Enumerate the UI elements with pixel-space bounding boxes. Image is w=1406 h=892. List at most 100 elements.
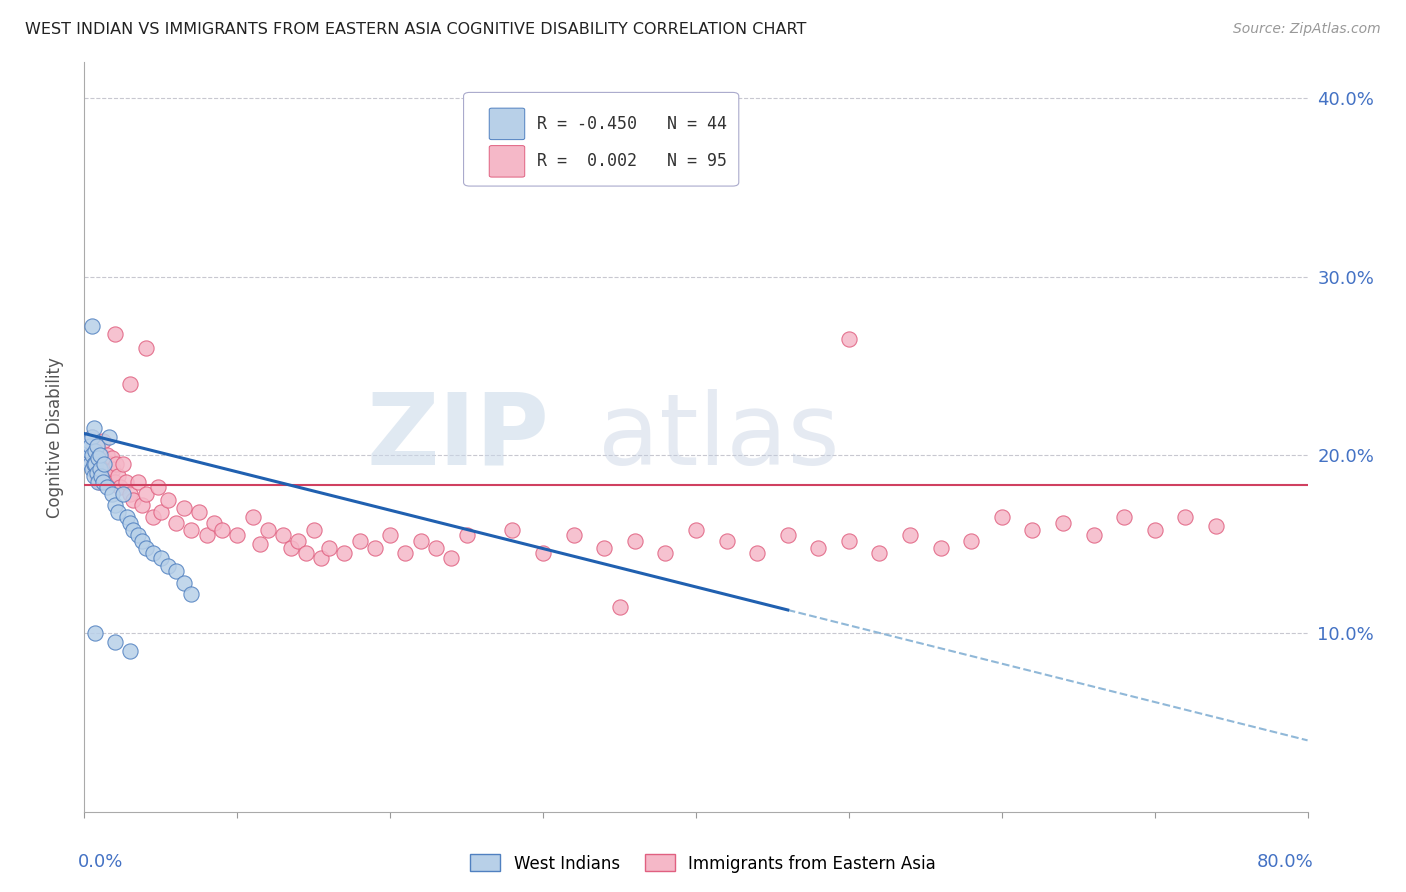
Point	[1174, 510, 1197, 524]
Point	[87, 451, 110, 466]
Point	[83, 469, 105, 483]
Point	[142, 546, 165, 560]
Point	[77, 434, 100, 448]
Point	[280, 541, 302, 555]
Point	[135, 487, 157, 501]
Point	[87, 451, 110, 466]
Point	[1083, 528, 1105, 542]
Point	[107, 469, 129, 483]
Point	[96, 448, 118, 462]
Point	[654, 546, 676, 560]
Point	[127, 528, 149, 542]
Point	[108, 480, 131, 494]
Point	[131, 498, 153, 512]
Point	[869, 546, 891, 560]
Point	[287, 533, 309, 548]
Point	[111, 487, 134, 501]
Point	[838, 533, 860, 548]
Point	[157, 492, 180, 507]
Point	[86, 439, 108, 453]
Text: Source: ZipAtlas.com: Source: ZipAtlas.com	[1233, 22, 1381, 37]
Point	[929, 541, 952, 555]
Point	[1114, 510, 1136, 524]
Point	[96, 480, 118, 494]
Point	[114, 475, 136, 489]
Point	[86, 469, 108, 483]
Point	[94, 475, 117, 489]
FancyBboxPatch shape	[464, 93, 738, 186]
Point	[103, 462, 125, 476]
Point	[425, 541, 447, 555]
Point	[101, 451, 124, 466]
Point	[960, 533, 983, 548]
Point	[80, 430, 103, 444]
Point	[104, 326, 127, 341]
Point	[226, 528, 249, 542]
Text: atlas: atlas	[598, 389, 839, 485]
Point	[380, 528, 402, 542]
Point	[249, 537, 271, 551]
Point	[747, 546, 769, 560]
Point	[1021, 523, 1043, 537]
Point	[624, 533, 647, 548]
Point	[80, 430, 103, 444]
Point	[146, 480, 169, 494]
Point	[195, 528, 218, 542]
Point	[91, 475, 114, 489]
Point	[87, 475, 110, 489]
Point	[120, 644, 142, 658]
Point	[93, 457, 115, 471]
Point	[77, 444, 100, 458]
FancyBboxPatch shape	[489, 145, 524, 178]
Point	[84, 444, 107, 458]
Point	[76, 451, 98, 466]
Y-axis label: Cognitive Disability: Cognitive Disability	[45, 357, 63, 517]
Point	[91, 466, 114, 480]
Point	[122, 523, 145, 537]
Point	[80, 319, 103, 334]
Point	[80, 462, 103, 476]
Point	[456, 528, 478, 542]
Point	[311, 551, 333, 566]
Point	[302, 523, 325, 537]
Point	[502, 523, 524, 537]
Point	[120, 376, 142, 391]
Point	[257, 523, 280, 537]
Point	[211, 523, 233, 537]
Point	[101, 475, 124, 489]
Point	[79, 439, 101, 453]
Point	[149, 505, 172, 519]
Point	[898, 528, 921, 542]
Point	[1052, 516, 1074, 530]
Point	[79, 439, 101, 453]
Point	[83, 457, 105, 471]
Point	[807, 541, 830, 555]
Point	[104, 475, 127, 489]
Point	[115, 510, 138, 524]
Point	[84, 462, 107, 476]
Point	[89, 457, 111, 471]
Point	[188, 505, 211, 519]
Point	[105, 457, 128, 471]
Point	[202, 516, 225, 530]
Point	[1205, 519, 1227, 533]
Point	[83, 421, 105, 435]
Point	[394, 546, 416, 560]
Text: 80.0%: 80.0%	[1257, 853, 1313, 871]
Point	[93, 457, 115, 471]
Point	[77, 448, 100, 462]
Text: 0.0%: 0.0%	[79, 853, 124, 871]
Point	[776, 528, 799, 542]
Point	[107, 505, 129, 519]
Point	[142, 510, 165, 524]
Point	[90, 469, 112, 483]
Point	[89, 475, 111, 489]
Point	[349, 533, 371, 548]
Point	[79, 457, 101, 471]
Point	[165, 516, 187, 530]
Point	[295, 546, 318, 560]
Point	[131, 533, 153, 548]
Point	[97, 469, 120, 483]
Point	[83, 457, 105, 471]
Point	[165, 564, 187, 578]
